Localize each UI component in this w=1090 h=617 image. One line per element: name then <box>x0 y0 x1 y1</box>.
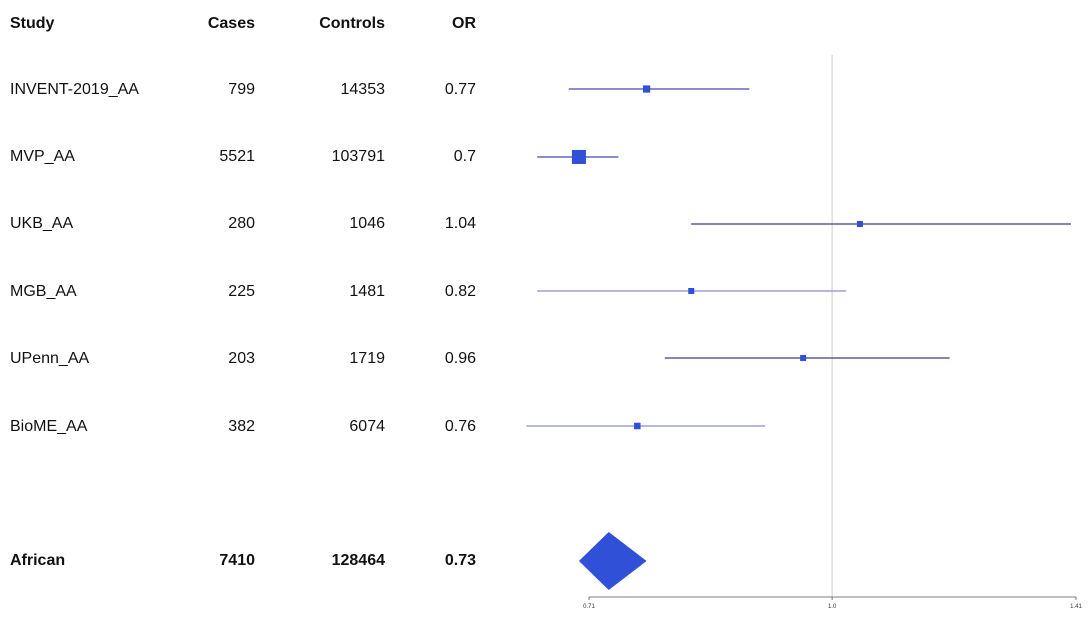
or-marker <box>856 221 863 227</box>
cases-header: Cases <box>207 15 255 32</box>
or-value: 0.7 <box>453 148 476 165</box>
cases-value: 280 <box>228 215 255 232</box>
cases-value: 5521 <box>219 148 255 165</box>
controls-value: 14353 <box>340 81 386 98</box>
or-value: 0.96 <box>444 350 476 367</box>
study-name: UKB_AA <box>10 215 74 232</box>
controls-value: 1719 <box>349 350 385 367</box>
summary-controls-value: 128464 <box>331 552 385 569</box>
or-marker <box>571 150 586 164</box>
controls-value: 1481 <box>349 283 385 300</box>
controls-value: 103791 <box>331 148 385 165</box>
summary-diamond <box>578 532 647 590</box>
controls-value: 1046 <box>349 215 385 232</box>
x-tick-label: 1.41 <box>1070 604 1082 610</box>
summary-or-value: 0.73 <box>444 552 476 569</box>
or-marker <box>634 422 641 430</box>
or-marker <box>642 85 651 93</box>
cases-value: 799 <box>228 81 255 98</box>
study-name: INVENT-2019_AA <box>10 81 139 98</box>
or-marker <box>688 288 695 294</box>
or-value: 1.04 <box>444 215 476 232</box>
cases-value: 225 <box>228 283 255 300</box>
or-value: 0.82 <box>444 283 476 300</box>
study-name: UPenn_AA <box>10 350 90 367</box>
x-tick-label: 1.0 <box>828 604 837 610</box>
or-value: 0.76 <box>444 418 476 435</box>
study-name: BioME_AA <box>10 418 88 435</box>
study-name: MGB_AA <box>10 283 77 300</box>
cases-value: 203 <box>228 350 255 367</box>
or-header: OR <box>452 15 476 32</box>
cases-value: 382 <box>228 418 255 435</box>
or-marker <box>800 355 807 361</box>
controls-header: Controls <box>319 15 385 32</box>
summary-study-name: African <box>10 552 66 569</box>
study-name: MVP_AA <box>10 148 75 165</box>
x-tick-label: 0.71 <box>583 604 595 610</box>
study-header: Study <box>10 15 55 32</box>
or-value: 0.77 <box>444 81 476 98</box>
controls-value: 6074 <box>349 418 385 435</box>
summary-cases-value: 7410 <box>219 552 255 569</box>
